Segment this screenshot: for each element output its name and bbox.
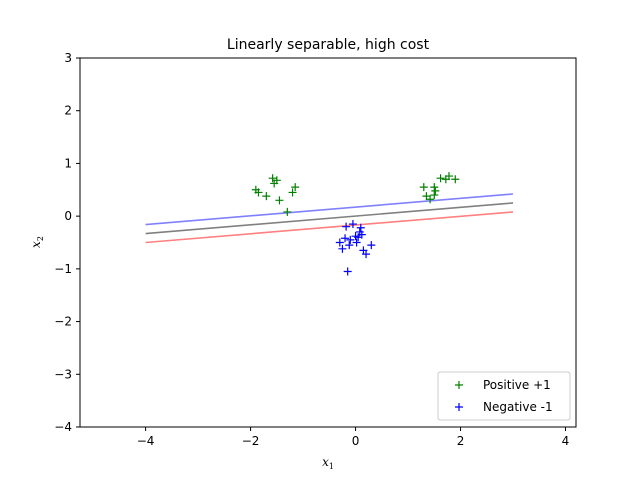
y-axis-title-sub: 2 [36,236,45,241]
point-series1-9 [291,183,300,192]
point-series2-6 [346,235,355,244]
point-series1-12 [426,195,435,204]
point-series2-5 [345,241,354,250]
y-tick-label: 3 [64,51,72,65]
y-tick-label: 1 [64,156,72,170]
y-tick-label: −2 [54,315,72,329]
x-axis-ticks: −4 −2 0 2 4 [137,427,570,448]
point-series1-19 [451,175,460,184]
point-series1-14 [431,186,440,195]
point-series1-7 [283,207,292,216]
point-series1-18 [444,172,453,181]
legend-marker [455,403,463,411]
legend-label: Positive +1 [483,378,551,392]
point-series1-8 [288,188,297,197]
x-tick-label: 4 [562,434,570,448]
x-axis-title-main: x [322,455,329,469]
x-axis-title-sub: 1 [329,462,334,471]
point-series2-3 [342,222,351,231]
point-series2-13 [357,230,366,239]
x-tick-label: −2 [242,434,260,448]
point-series1-5 [272,176,281,185]
x-tick-label: 2 [457,434,465,448]
y-axis-ticks: −4 −3 −2 −1 0 1 2 3 [54,51,80,434]
point-series1-3 [268,174,277,183]
point-series1-2 [262,192,271,201]
chart-title: Linearly separable, high cost [227,37,430,53]
point-series1-1 [254,188,263,197]
legend-entry-2: Negative -1 [455,400,553,414]
plot-frame [79,57,577,428]
point-series2-9 [352,238,361,247]
margin-positive-line [145,193,514,226]
legend-entry-1: Positive +1 [455,378,551,392]
y-tick-label: −4 [54,420,72,434]
y-tick-label: 0 [64,209,72,223]
legend: Positive +1 Negative -1 [437,371,571,421]
point-series2-4 [343,267,352,276]
point-series2-1 [338,244,347,253]
point-series2-7 [348,220,357,229]
x-tick-label: −4 [137,434,155,448]
point-series1-6 [275,196,284,205]
y-tick-label: −1 [54,262,72,276]
lines-layer [145,193,514,244]
x-tick-label: 0 [352,434,360,448]
point-series1-10 [419,183,428,192]
y-tick-label: −3 [54,367,72,381]
legend-marker [455,381,463,389]
points-layer [251,172,460,276]
point-series2-2 [341,234,350,243]
point-series2-16 [367,241,376,250]
point-series1-16 [436,174,445,183]
point-series2-15 [362,250,371,259]
y-tick-label: 2 [64,104,72,118]
legend-box [437,371,571,421]
point-series2-12 [356,223,365,232]
point-series2-0 [335,238,344,247]
legend-label: Negative -1 [483,400,553,414]
point-series1-13 [430,183,439,192]
y-axis-title: x2 [29,236,45,248]
y-axis-title-main: x [29,241,43,248]
margin-negative-line [145,211,514,244]
decision-boundary-line [145,202,514,235]
x-axis-title: x1 [322,455,334,471]
point-series1-15 [430,191,439,200]
